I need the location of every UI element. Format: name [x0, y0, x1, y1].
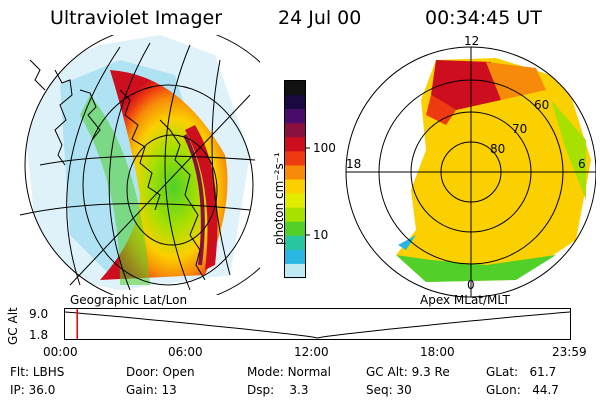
- mlt-label-12: 12: [464, 34, 480, 48]
- mlat-label-70: 70: [512, 122, 528, 136]
- colorbar-swatch: [285, 165, 306, 180]
- status-dsp: Dsp: 3.3: [247, 383, 309, 397]
- geo-grid: [19, 35, 260, 295]
- altitude-curve: [64, 311, 571, 339]
- status-mode: Mode: Normal: [247, 365, 331, 379]
- status-glat: GLat: 61.7: [486, 365, 557, 379]
- timeline-axis-title: GC Alt: [6, 307, 20, 345]
- status-gcalt: GC Alt: 9.3 Re: [366, 365, 450, 379]
- colorbar-tick-10: 10: [313, 228, 329, 242]
- status-door: Door: Open: [126, 365, 195, 379]
- status-glon: GLon: 44.7: [486, 383, 559, 397]
- timeline-xtick-2359: 23:59: [552, 345, 587, 359]
- polar-image: [345, 46, 596, 298]
- image-time: 00:34:45 UT: [425, 7, 542, 29]
- colorbar-swatch: [285, 249, 306, 265]
- apex-caption: Apex MLat/MLT: [420, 293, 510, 307]
- geographic-image: [19, 35, 260, 295]
- status-gain: Gain: 13: [126, 383, 177, 397]
- colorbar-tick-100: 100: [313, 141, 336, 155]
- colorbar-swatch: [285, 179, 306, 195]
- earth-disk: [25, 35, 250, 290]
- colorbar-swatch: [285, 193, 306, 209]
- altitude-timeline: [64, 308, 571, 340]
- polar-grid: [345, 46, 596, 298]
- mlt-label-18: 18: [346, 157, 362, 171]
- aurora-region-left: [100, 70, 228, 280]
- instrument-title: Ultraviolet Imager: [50, 7, 223, 29]
- mlat-label-60: 60: [534, 98, 550, 112]
- mlt-label-6: 6: [578, 157, 586, 171]
- status-seq: Seq: 30: [366, 383, 412, 397]
- colorbar: [284, 80, 310, 279]
- colorbar-swatch: [285, 109, 306, 124]
- timeline-ytick-min: 1.8: [29, 328, 49, 342]
- mlat-label-80: 80: [490, 142, 506, 156]
- coastline: [29, 59, 206, 281]
- colorbar-swatch: [285, 263, 306, 279]
- colorbar-label: photon cm⁻²s⁻¹: [272, 152, 286, 245]
- colorbar-swatch: [285, 151, 306, 166]
- timeline-xtick-1800: 18:00: [420, 345, 455, 359]
- geographic-caption: Geographic Lat/Lon: [70, 293, 188, 307]
- status-flt: Flt: LBHS: [10, 365, 65, 379]
- colorbar-swatch: [285, 235, 306, 251]
- colorbar-swatch: [285, 221, 306, 237]
- timeline-ytick-max: 9.0: [29, 307, 49, 321]
- status-ip: IP: 36.0: [10, 383, 56, 397]
- timeline-xtick-1200: 12:00: [294, 345, 329, 359]
- timeline-xtick-0000: 00:00: [43, 345, 78, 359]
- image-date: 24 Jul 00: [278, 7, 362, 29]
- timeline-xtick-0600: 06:00: [168, 345, 203, 359]
- colorbar-swatch: [285, 81, 306, 96]
- colorbar-swatch: [285, 95, 306, 110]
- mlt-label-0: 0: [467, 278, 475, 292]
- colorbar-swatch: [285, 207, 306, 223]
- colorbar-swatch: [285, 137, 306, 152]
- colorbar-swatch: [285, 123, 306, 138]
